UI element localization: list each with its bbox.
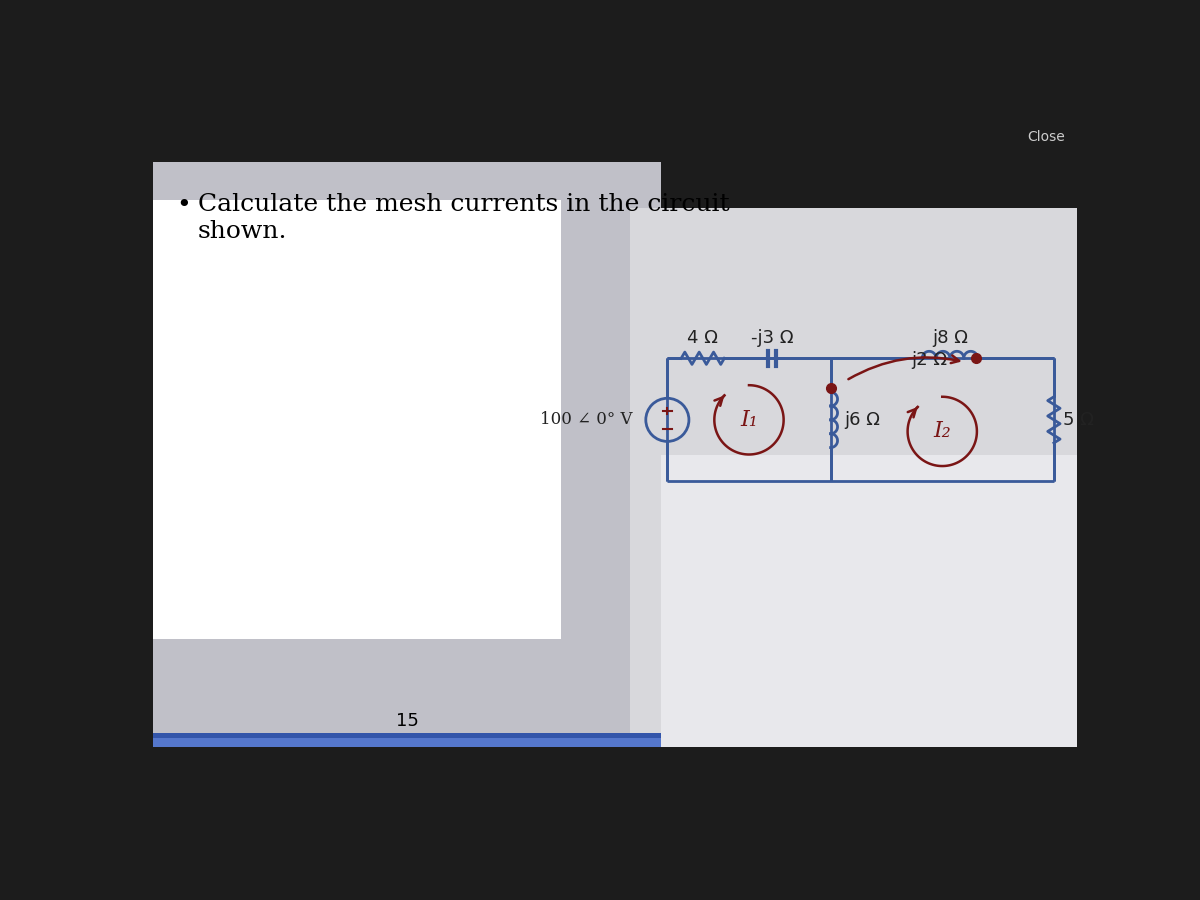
Text: j6 Ω: j6 Ω: [845, 410, 881, 428]
Text: •: •: [176, 193, 191, 217]
Text: I₂: I₂: [934, 420, 952, 443]
Text: I₁: I₁: [740, 409, 757, 431]
Text: 5 Ω: 5 Ω: [1063, 410, 1094, 428]
Bar: [661, 454, 1078, 747]
Text: 15: 15: [396, 712, 419, 730]
Text: Calculate the mesh currents in the circuit: Calculate the mesh currents in the circu…: [198, 193, 730, 216]
Text: 100 ∠ 0° V: 100 ∠ 0° V: [540, 411, 632, 428]
Bar: [630, 208, 1078, 747]
Bar: [154, 162, 661, 747]
Text: 4 Ω: 4 Ω: [688, 329, 719, 347]
Text: shown.: shown.: [198, 220, 287, 243]
Text: j8 Ω: j8 Ω: [932, 329, 968, 347]
Bar: [154, 201, 562, 639]
Bar: [154, 738, 661, 747]
FancyArrowPatch shape: [848, 356, 959, 379]
Text: -j3 Ω: -j3 Ω: [751, 329, 793, 347]
Bar: [154, 734, 661, 738]
Text: Close: Close: [1027, 130, 1066, 144]
Text: j2 Ω: j2 Ω: [911, 351, 947, 369]
